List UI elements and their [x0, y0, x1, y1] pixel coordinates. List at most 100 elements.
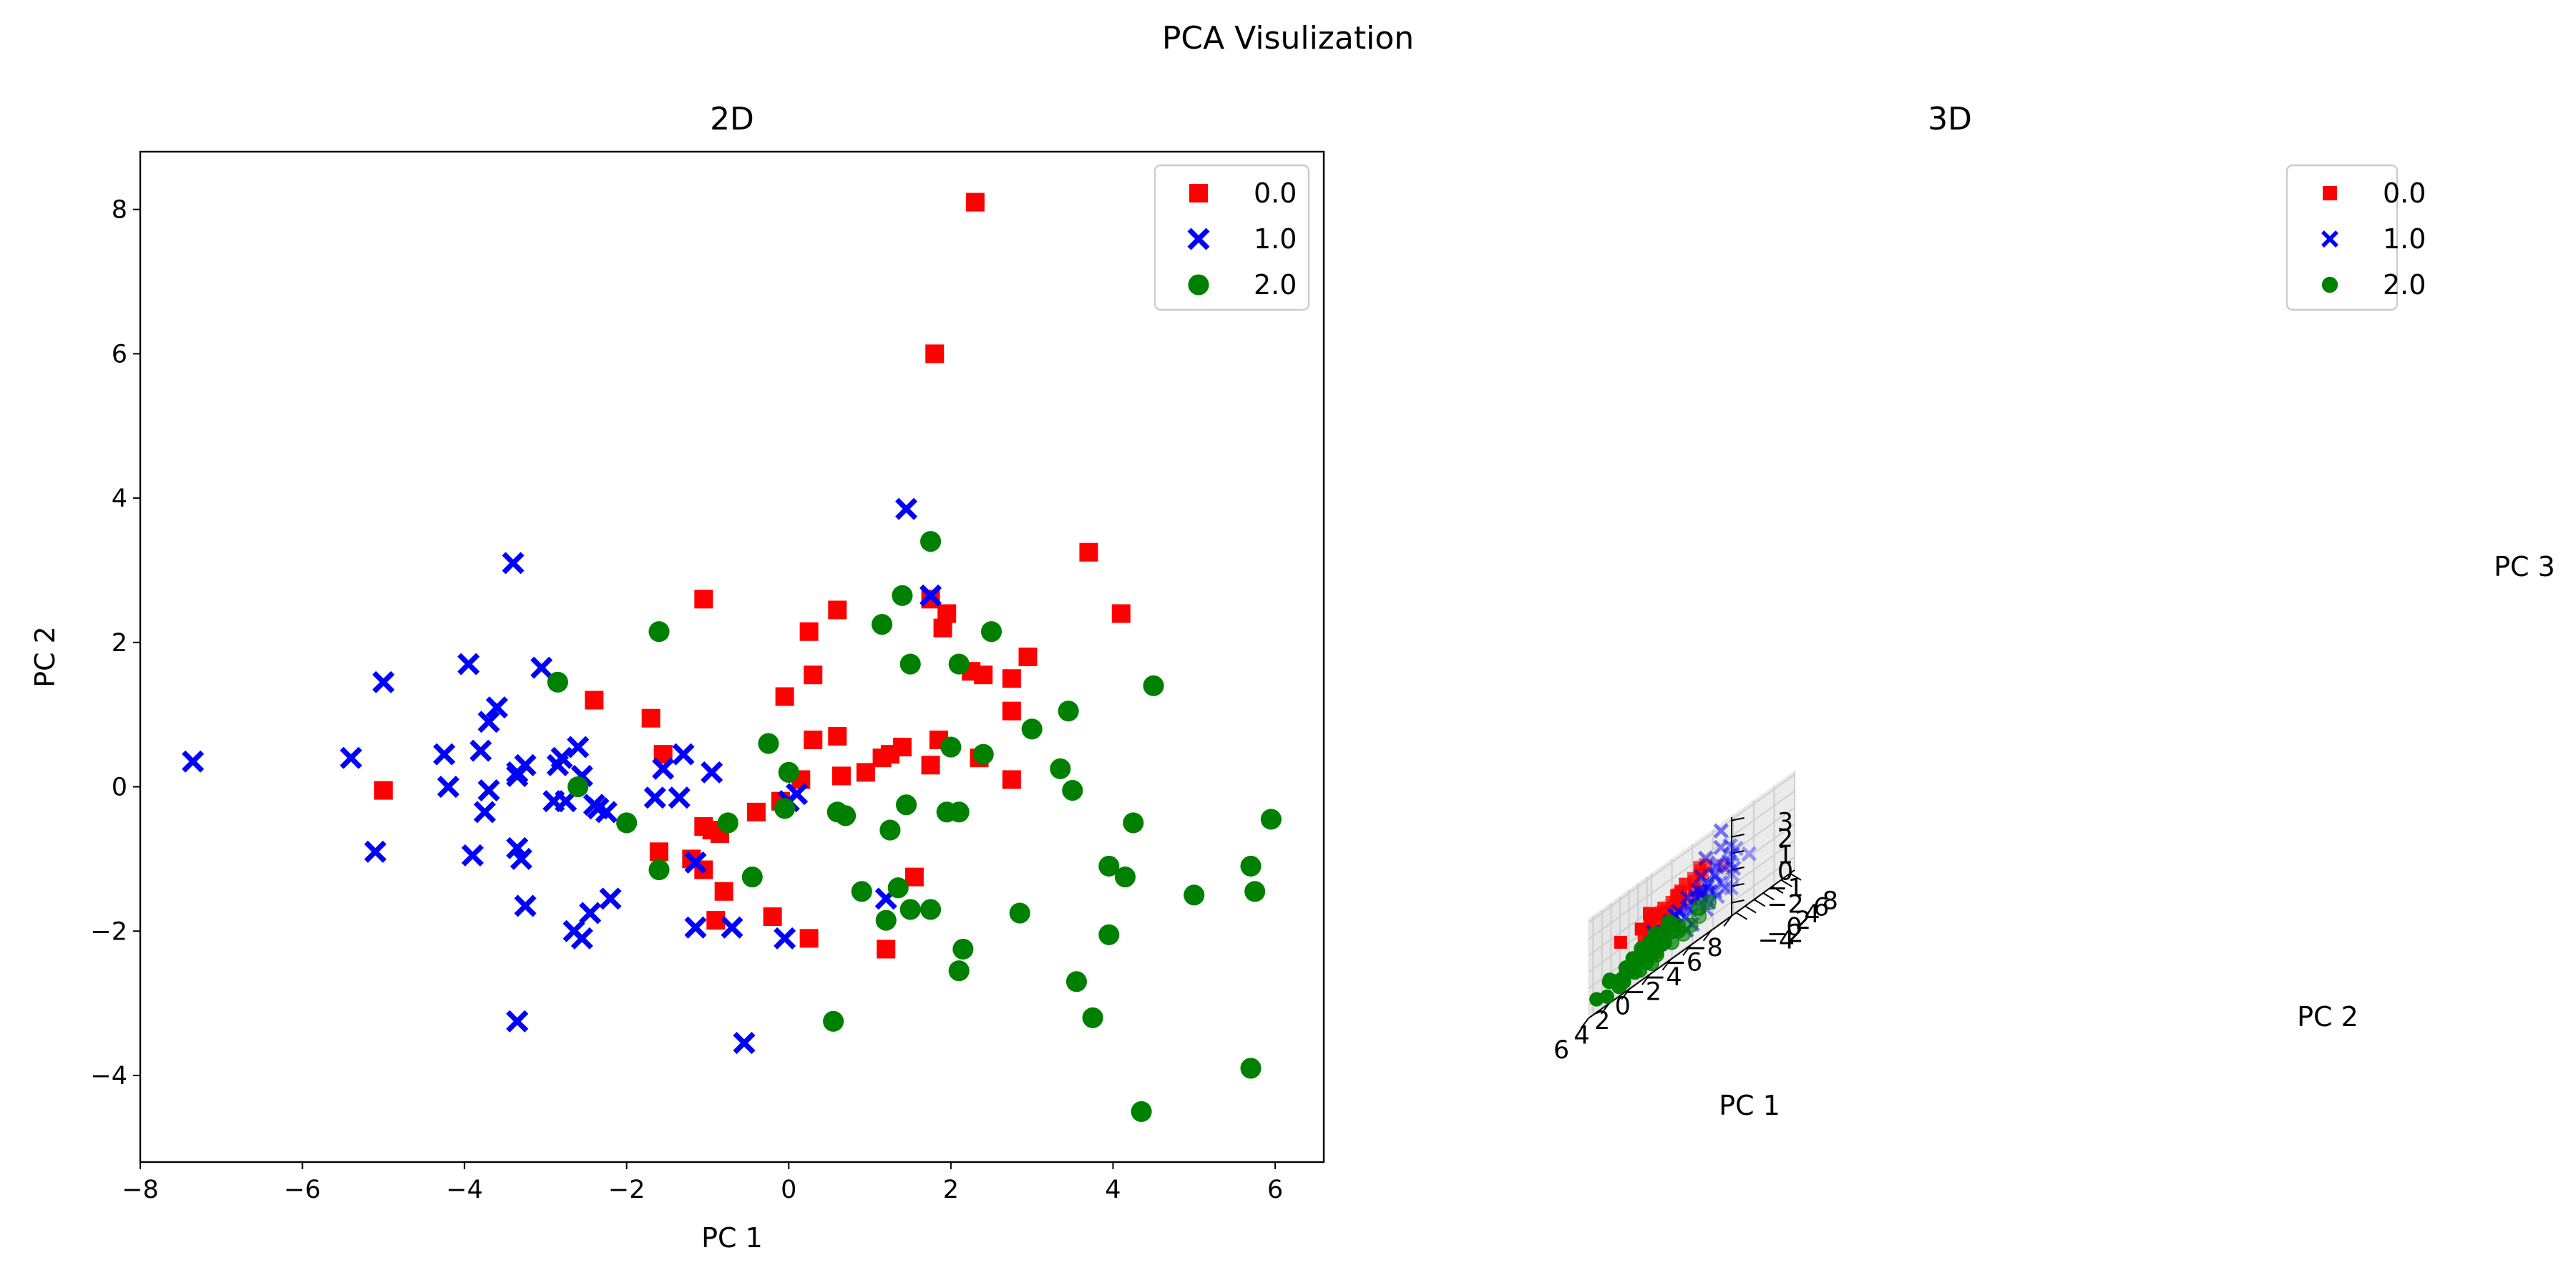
y3d-tick-label: −4 — [1757, 926, 1795, 955]
point-series-1.0 — [672, 743, 695, 766]
point3d-series-1.0 — [1710, 855, 1726, 871]
y3d-tick-mark — [1772, 886, 1784, 894]
point3d-series-2.0 — [1611, 978, 1627, 995]
point-series-2.0 — [1021, 718, 1043, 740]
point-series-0.0 — [799, 622, 819, 641]
x-tick-label: 2 — [943, 1176, 959, 1204]
point-series-1.0 — [567, 736, 590, 758]
point-series-1.0 — [684, 851, 707, 874]
point-series-1.0 — [485, 696, 508, 719]
z3d-tick-label: 0 — [1777, 858, 1793, 887]
point-series-0.0 — [1079, 542, 1098, 562]
panel-3d-points — [1589, 823, 1757, 1007]
point-series-0.0 — [831, 766, 851, 786]
x3d-tick-mark — [1662, 959, 1672, 971]
point-series-2.0 — [1260, 809, 1282, 830]
point-series-2.0 — [1184, 884, 1205, 906]
point-series-0.0 — [746, 802, 766, 821]
point-series-2.0 — [547, 671, 568, 693]
point-series-2.0 — [887, 877, 909, 899]
point-series-2.0 — [1058, 701, 1079, 722]
point-series-0.0 — [921, 756, 940, 775]
legend-marker-2.0 — [1188, 274, 1209, 296]
z3d-tick-mark — [1731, 834, 1745, 838]
point-series-0.0 — [1002, 669, 1021, 688]
point-series-2.0 — [1143, 675, 1164, 696]
y3d-tick-mark — [1790, 872, 1802, 881]
z3d-tick-label: 1 — [1777, 841, 1793, 870]
point-series-0.0 — [374, 781, 393, 800]
point-series-2.0 — [980, 621, 1002, 643]
point3d-series-2.0 — [1631, 962, 1648, 978]
point-series-2.0 — [648, 859, 670, 881]
grid-z-side — [1588, 909, 1652, 957]
point-series-2.0 — [1244, 881, 1266, 902]
point-series-2.0 — [948, 801, 970, 823]
point3d-series-1.0 — [1717, 879, 1733, 896]
point3d-series-2.0 — [1599, 989, 1615, 1004]
y-tick-label: 8 — [112, 196, 127, 225]
x-tick-label: 0 — [781, 1176, 796, 1204]
point-series-1.0 — [919, 584, 942, 607]
point-series-0.0 — [1018, 648, 1038, 666]
point-series-2.0 — [1098, 924, 1120, 945]
point-series-1.0 — [509, 847, 532, 870]
point-series-2.0 — [948, 653, 970, 675]
point-series-1.0 — [506, 1010, 529, 1033]
x-tick-label: −6 — [284, 1176, 321, 1204]
point-series-2.0 — [899, 899, 921, 920]
point3d-series-1.0 — [1724, 867, 1740, 882]
point-series-2.0 — [899, 653, 921, 675]
legend-label-0.0: 0.0 — [1254, 177, 1297, 209]
point-series-2.0 — [1240, 855, 1262, 877]
point-series-1.0 — [652, 757, 675, 780]
point-series-0.0 — [1002, 770, 1021, 789]
point-series-1.0 — [643, 786, 666, 809]
panel-3d-legend-items: 0.0 1.0 2.0 — [2321, 177, 2426, 301]
point-series-1.0 — [684, 916, 707, 939]
grid-z-side — [1588, 876, 1652, 924]
point-series-0.0 — [856, 763, 875, 782]
point-series-1.0 — [506, 764, 529, 787]
point-series-2.0 — [952, 938, 974, 960]
point-series-2.0 — [1082, 1007, 1103, 1028]
panel-3d-ylabel: PC 2 — [2297, 1001, 2358, 1033]
y3d-tick-mark — [1753, 899, 1766, 907]
point-series-1.0 — [774, 927, 796, 950]
grid-z-back — [1651, 774, 1795, 878]
point-series-1.0 — [514, 894, 537, 917]
z3d-tick-label: 3 — [1777, 809, 1793, 837]
point-series-2.0 — [972, 743, 994, 765]
panel-2d-ylabel: PC 2 — [29, 626, 61, 688]
x-tick-label: −4 — [446, 1176, 483, 1204]
x-tick-label: −2 — [608, 1176, 645, 1204]
panel-3d-legend-frame — [2285, 164, 2399, 311]
panel-2d-legend: 0.0 1.0 2.0 — [1153, 164, 1310, 311]
point3d-series-1.0 — [1709, 859, 1725, 875]
legend-marker-1.0 — [1187, 228, 1210, 250]
point-series-2.0 — [648, 621, 670, 643]
panel-2d-y-ticks: −4 −2 0 2 4 6 8 — [90, 196, 140, 1091]
x3d-tick-mark — [1702, 930, 1712, 942]
point-series-1.0 — [477, 711, 500, 733]
point-series-1.0 — [477, 779, 500, 802]
point-series-1.0 — [182, 750, 205, 773]
point-series-0.0 — [965, 192, 985, 212]
point-series-0.0 — [775, 687, 794, 706]
y-tick-label: 6 — [112, 340, 127, 369]
y-tick-label: 4 — [112, 484, 127, 513]
point3d-series-1.0 — [1722, 853, 1737, 869]
point-series-0.0 — [872, 748, 892, 768]
x3d-tick-label: 6 — [1553, 1036, 1569, 1065]
point-series-1.0 — [701, 761, 723, 784]
point3d-series-1.0 — [1706, 866, 1722, 882]
point-series-2.0 — [851, 881, 872, 902]
point-series-0.0 — [828, 726, 847, 746]
point3d-series-1.0 — [1722, 857, 1737, 873]
point-series-2.0 — [872, 614, 893, 635]
z3d-tick-mark — [1731, 850, 1745, 854]
point-series-2.0 — [940, 736, 962, 758]
z3d-tick-mark — [1731, 899, 1745, 904]
